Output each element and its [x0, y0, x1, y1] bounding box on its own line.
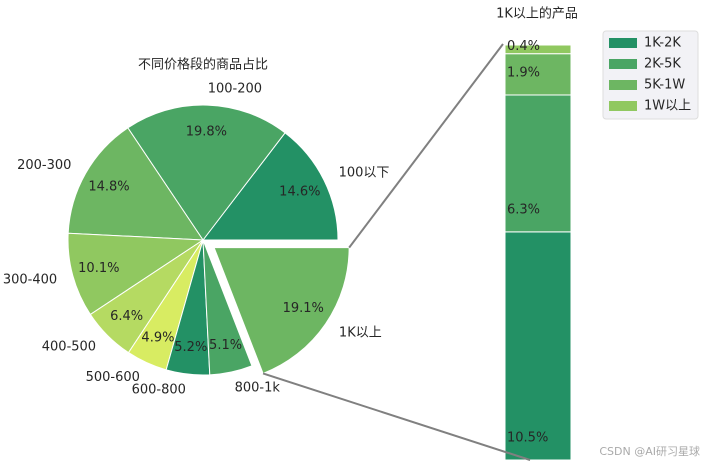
- pie-value-label: 19.1%: [283, 301, 324, 316]
- pie-value-label: 19.8%: [186, 125, 227, 140]
- bar-value-label: 1.9%: [507, 65, 540, 80]
- pie-slice: [67, 127, 204, 241]
- legend-swatch: [609, 101, 637, 111]
- pie-category-label: 1K以上: [339, 326, 382, 341]
- pie-slice: [213, 247, 350, 375]
- pie-slice: [202, 239, 253, 376]
- pie-value-label: 14.8%: [88, 179, 129, 194]
- pie-category-label: 600-800: [132, 383, 186, 398]
- legend-box: [602, 30, 699, 120]
- bar-value-label: 10.5%: [507, 431, 548, 446]
- legend-label: 1W以上: [644, 99, 691, 114]
- pie-slice: [67, 232, 205, 316]
- legend-label: 5K-1W: [644, 78, 685, 93]
- pie-value-label: 5.2%: [174, 340, 207, 355]
- bar-segment: [504, 53, 572, 96]
- pie-slice: [201, 132, 339, 241]
- pie-category-label: 500-600: [86, 370, 140, 385]
- pie-value-label: 6.4%: [110, 309, 143, 324]
- pie-value-label: 4.9%: [141, 331, 174, 346]
- pie-value-label: 5.1%: [209, 338, 242, 353]
- bar-title: 1K以上的产品: [496, 6, 578, 22]
- bar-segment: [504, 94, 572, 233]
- pie-category-label: 300-400: [3, 272, 57, 287]
- pie-category-label: 100以下: [339, 166, 390, 181]
- pie-value-label: 14.6%: [279, 185, 320, 200]
- pie-category-label: 800-1k: [235, 380, 281, 395]
- pie-slice: [127, 104, 286, 241]
- legend-label: 2K-5K: [644, 57, 681, 72]
- legend-label: 1K-2K: [644, 36, 681, 51]
- bar-segment: [504, 231, 572, 461]
- bar-segment: [504, 44, 572, 55]
- connector: [262, 372, 531, 461]
- legend-swatch: [609, 38, 637, 48]
- bar-value-label: 0.4%: [507, 39, 540, 54]
- pie-value-label: 10.1%: [78, 261, 119, 276]
- bar-value-label: 6.3%: [507, 202, 540, 217]
- watermark: CSDN @AI研习星球: [599, 444, 700, 458]
- legend-swatch: [609, 80, 637, 90]
- pie-category-label: 200-300: [17, 158, 71, 173]
- pie-category-label: 100-200: [208, 81, 262, 96]
- pie-title: 不同价格段的商品占比: [138, 57, 268, 73]
- pie-category-label: 400-500: [42, 339, 96, 354]
- connector: [348, 43, 504, 249]
- legend-swatch: [609, 59, 637, 69]
